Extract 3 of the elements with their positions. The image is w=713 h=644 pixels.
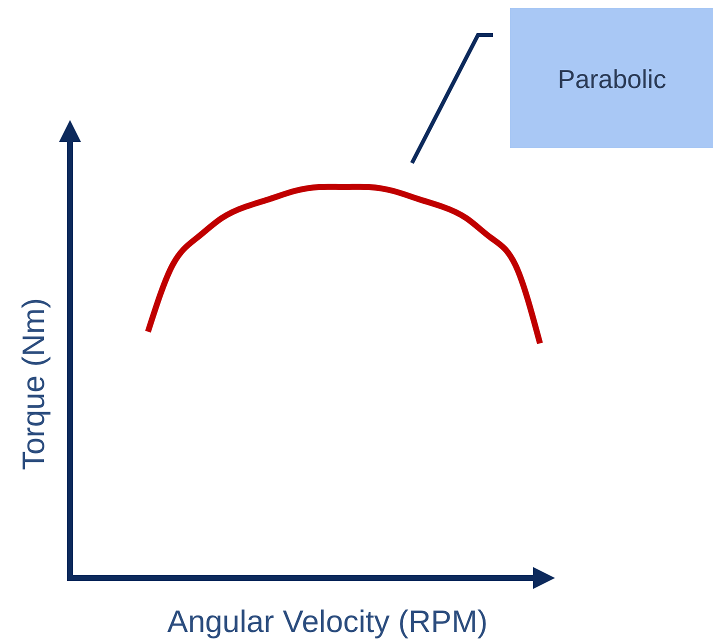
- y-axis-title: Torque (Nm): [16, 298, 51, 470]
- text: Parabolic: [558, 64, 666, 94]
- x-axis-title: Angular Velocity (RPM): [167, 604, 488, 639]
